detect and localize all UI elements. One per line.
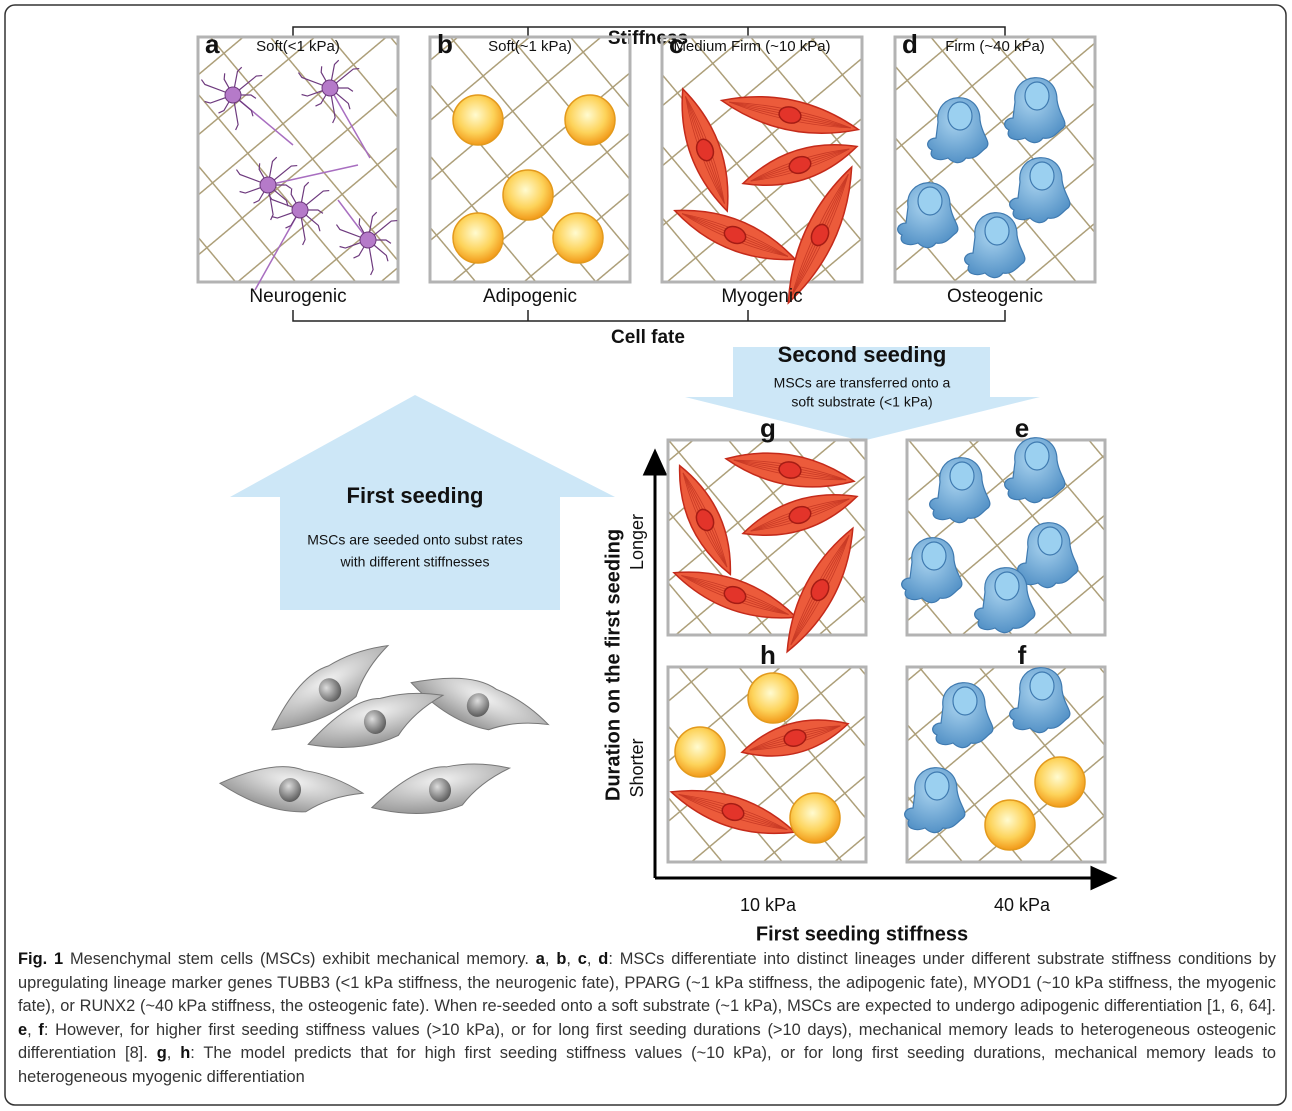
panel-letter: b [437,29,453,59]
bracket [293,310,1005,321]
cell [985,800,1035,850]
adipocyte [553,213,603,263]
nucleus [1030,672,1054,700]
caption-text: h [180,1044,190,1062]
page: Stiffness Cell fate Second seeding MSCs … [0,0,1292,1111]
panel-letter: d [902,29,918,59]
fate-label: Adipogenic [483,286,577,307]
panel-letter: a [205,29,220,59]
fate-label: Neurogenic [249,286,346,307]
arrow-text: MSCs are seeded onto subst rates [307,532,523,548]
panel-letter: h [760,640,776,670]
caption-text: , [545,950,556,968]
y-label: Longer [627,514,647,570]
stiffness-label: Soft(~1 kPa) [488,38,572,55]
soma [260,177,276,193]
caption-text: g [157,1044,167,1062]
fate-label: Myogenic [721,286,802,307]
caption-text: , [27,1021,38,1039]
soma [360,232,376,248]
caption-text: , [167,1044,180,1062]
caption-text: b [556,950,566,968]
caption-text: e [18,1021,27,1039]
soma [292,202,308,218]
fate-label: Osteogenic [947,286,1043,307]
y-label: Shorter [627,738,647,797]
nucleus [1025,442,1049,470]
cell [553,213,603,263]
arrow-text: with different stiffnesses [340,554,490,570]
arrow-title: Second seeding [778,342,947,367]
caption-text: , [587,950,598,968]
nucleus [925,772,949,800]
stem-cell [217,753,365,826]
nucleus [922,542,946,570]
cell [748,673,798,723]
x-label: 10 kPa [740,895,797,915]
nucleus [950,462,974,490]
caption-text: c [578,950,587,968]
caption-text: d [598,950,608,968]
stiffness-label: Medium Firm (~10 kPa) [673,38,830,55]
soma [225,87,241,103]
adipocyte [453,213,503,263]
caption-text: Mesenchymal stem cells (MSCs) exhibit me… [63,950,536,968]
cell [790,793,840,843]
soma [322,80,338,96]
panel-letter: f [1018,640,1027,670]
adipocyte [503,170,553,220]
panel-letter: e [1015,413,1029,443]
subtitle: Cell fate [611,327,685,348]
nucleus [953,687,977,715]
caption-text: : The model predicts that for high first… [18,1044,1276,1086]
nucleus [995,572,1019,600]
adipocyte [565,95,615,145]
figure: Stiffness Cell fate Second seeding MSCs … [0,0,1292,1111]
nucleus [1030,162,1054,190]
cell [503,170,553,220]
adipocyte [985,800,1035,850]
stem-cell [368,757,515,821]
arrow-text: MSCs are transferred onto a [774,375,951,391]
caption-text: Fig. 1 [18,950,63,968]
caption: Fig. 1 Mesenchymal stem cells (MSCs) exh… [18,948,1276,1089]
adipocyte [675,727,725,777]
panel-letter: g [760,413,776,443]
cell [453,213,503,263]
nucleus [1038,527,1062,555]
cell [675,727,725,777]
x-axis-title: First seeding stiffness [756,923,968,945]
nucleus [1025,82,1049,110]
adipocyte [453,95,503,145]
stiffness-label: Firm (~40 kPa) [945,38,1045,55]
arrow-title: First seeding [347,483,484,508]
y-axis-title: Duration on the first seeding [602,529,624,801]
adipocyte [1035,757,1085,807]
x-label: 40 kPa [994,895,1051,915]
arrow-text: soft substrate (<1 kPa) [791,394,932,410]
adipocyte [790,793,840,843]
nucleus [985,217,1009,245]
cell [453,95,503,145]
cell [565,95,615,145]
cell [1035,757,1085,807]
caption-text: a [536,950,545,968]
caption-text: , [566,950,577,968]
nucleus [948,102,972,130]
adipocyte [748,673,798,723]
stiffness-label: Soft(<1 kPa) [256,38,340,55]
nucleus [918,187,942,215]
